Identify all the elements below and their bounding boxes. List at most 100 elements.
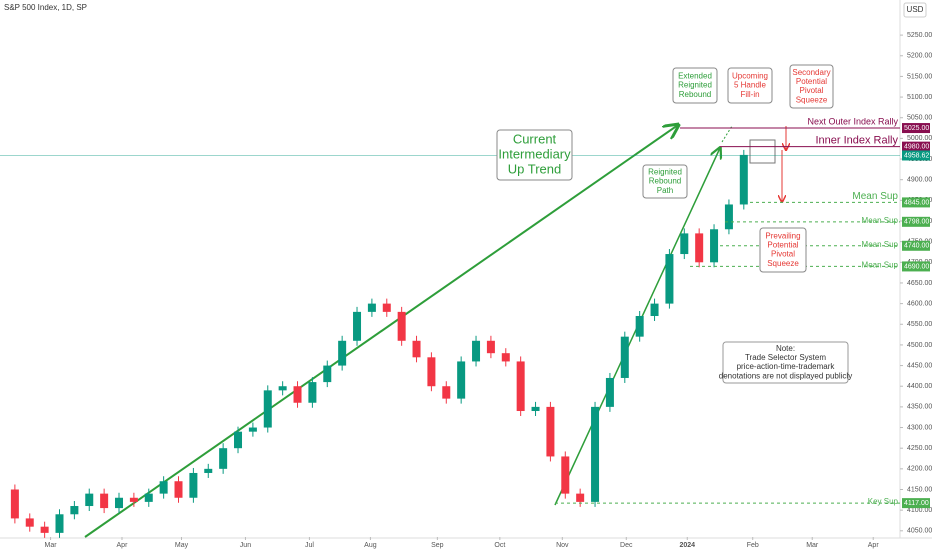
x-tick-label: Apr — [117, 542, 129, 549]
candle-body — [129, 497, 138, 502]
x-tick-label: 2024 — [679, 542, 695, 549]
y-tick-label: 4150.00 — [907, 486, 932, 493]
level-name: Inner Index Rally — [815, 135, 898, 147]
price-label-box — [902, 216, 930, 227]
callout-box — [789, 64, 834, 109]
level-name: Mean Sup — [862, 240, 899, 249]
candle-body — [397, 311, 406, 341]
candle-body — [85, 493, 94, 507]
candle-body — [204, 468, 213, 473]
y-tick-label: 5200.00 — [907, 53, 932, 60]
candle-body — [293, 386, 302, 403]
callout-text: Squeeze — [767, 259, 799, 268]
candle-body — [189, 472, 198, 498]
y-tick-label: 4550.00 — [907, 321, 932, 328]
callout-text: Potential — [796, 77, 827, 86]
candle-body — [367, 303, 376, 312]
y-tick-label: 4200.00 — [907, 466, 932, 473]
candle-body — [412, 340, 421, 358]
price-label: 4798.00 — [904, 219, 929, 226]
candle-body — [442, 386, 451, 399]
callout-box — [672, 67, 718, 104]
candle-body — [486, 340, 495, 354]
callout-text: Trade Selector System — [745, 353, 826, 362]
candle-body — [353, 311, 362, 341]
callout-text: Upcoming — [732, 71, 768, 80]
callout-box — [727, 67, 773, 104]
callout-box — [759, 227, 807, 273]
candle-body — [650, 303, 659, 317]
x-tick-label: Mar — [806, 542, 819, 549]
candle-body — [620, 336, 629, 378]
y-tick-label: 4900.00 — [907, 177, 932, 184]
level-name: Mean Sup — [862, 216, 899, 225]
candle-body — [144, 493, 153, 502]
x-tick-label: May — [175, 542, 189, 549]
price-label-box — [902, 261, 930, 272]
callout-box — [496, 129, 573, 181]
y-tick-label: 5050.00 — [907, 115, 932, 122]
x-tick-label: Aug — [364, 542, 377, 549]
callout-text: Fill-in — [740, 90, 759, 99]
callout-text: Up Trend — [508, 161, 561, 176]
x-tick-label: Jun — [240, 542, 251, 549]
price-label-box — [902, 123, 930, 134]
level-name: Mean Sup — [852, 191, 898, 202]
candle-body — [516, 361, 525, 412]
price-label-box — [902, 240, 930, 251]
callout-text: Pivotal — [799, 86, 823, 95]
candle-body — [591, 406, 600, 502]
candle-body — [695, 233, 704, 263]
candle-body — [174, 481, 183, 498]
callout-text: Intermediary — [498, 146, 571, 161]
candle-body — [635, 316, 644, 337]
candle-body — [576, 493, 585, 502]
candle-body — [248, 427, 257, 432]
x-tick-label: Sep — [431, 542, 444, 549]
currency[interactable]: USD — [907, 5, 924, 14]
level-name: Next Outer Index Rally — [807, 116, 898, 126]
level-name: Mean Sup — [862, 261, 899, 270]
x-tick-label: Mar — [45, 542, 58, 549]
callout-text: Potential — [767, 241, 798, 250]
y-tick-label: 5000.00 — [907, 135, 932, 142]
callout-text: denotations are not displayed publicly — [719, 371, 852, 380]
level-name: Key Sup — [868, 497, 899, 506]
price-label: 4740.00 — [904, 243, 929, 250]
candle-body — [25, 518, 34, 527]
price-label: 4958.62 — [904, 152, 929, 159]
price-label: 4690.00 — [904, 263, 929, 270]
y-tick-label: 4450.00 — [907, 362, 932, 369]
callout-text: Note: — [776, 344, 795, 353]
price-label-box — [902, 141, 930, 152]
focus-box — [749, 139, 776, 164]
candle-body — [710, 229, 719, 263]
candle-body — [219, 448, 228, 469]
price-label: 4117.00 — [904, 500, 929, 507]
candle-body — [100, 493, 109, 509]
callout-text: Rebound — [649, 177, 681, 186]
candle-body — [531, 406, 540, 412]
candle-body — [70, 506, 79, 515]
x-tick-label: Oct — [494, 542, 505, 549]
price-label-box — [902, 498, 930, 509]
candle-body — [457, 361, 466, 399]
price-label-box — [902, 197, 930, 208]
candle-body — [605, 377, 614, 407]
y-tick-label: 4400.00 — [907, 383, 932, 390]
candle-body — [427, 357, 436, 387]
x-tick-label: Nov — [556, 542, 569, 549]
chart-title: S&P 500 Index, 1D, SP — [4, 3, 87, 12]
y-tick-label: 4600.00 — [907, 300, 932, 307]
price-label: 5025.00 — [904, 125, 929, 132]
y-tick-label: 5250.00 — [907, 32, 932, 39]
y-tick-label: 4500.00 — [907, 342, 932, 349]
price-label: 4980.00 — [904, 143, 929, 150]
callout-text: Path — [657, 186, 673, 195]
currency-box[interactable] — [903, 2, 927, 18]
candle-body — [739, 154, 748, 205]
callout-text: Reignited — [648, 167, 682, 176]
candle-body — [308, 382, 317, 403]
y-tick-label: 4250.00 — [907, 445, 932, 452]
